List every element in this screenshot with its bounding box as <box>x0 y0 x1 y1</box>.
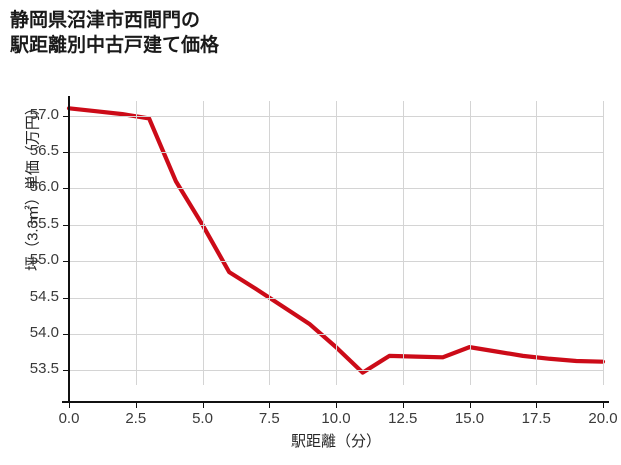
y-tick-mark <box>63 297 69 299</box>
x-tick-mark <box>269 403 271 408</box>
gridline-vertical <box>269 101 270 385</box>
gridline-vertical <box>603 101 604 385</box>
x-tick-mark <box>536 403 538 408</box>
x-axis-spine <box>62 401 609 403</box>
y-axis-spine <box>68 96 70 402</box>
y-tick-mark <box>63 224 69 226</box>
gridline-vertical <box>336 101 337 385</box>
y-tick-label: 55.5 <box>29 214 59 232</box>
y-tick-mark <box>63 370 69 372</box>
plot-area <box>66 101 606 385</box>
x-tick-label: 7.5 <box>258 410 280 427</box>
x-tick-mark <box>402 403 404 408</box>
y-tick-mark <box>63 261 69 263</box>
x-tick-mark <box>336 403 337 408</box>
gridline-vertical <box>403 101 404 385</box>
x-tick-label: 5.0 <box>192 410 213 427</box>
x-tick-label: 10.0 <box>321 410 351 427</box>
y-tick-label: 56.5 <box>29 141 59 159</box>
x-tick-mark <box>603 403 604 408</box>
x-tick-label: 15.0 <box>454 410 485 427</box>
x-tick-mark <box>202 403 204 408</box>
y-tick-mark <box>63 151 69 153</box>
y-tick-label: 57.0 <box>29 105 59 123</box>
x-tick-label: 20.0 <box>588 410 618 427</box>
y-tick-label: 54.0 <box>29 324 59 342</box>
page-title: 静岡県沼津市西間門の 駅距離別中古戸建て価格 <box>10 10 220 56</box>
x-tick-label: 17.5 <box>521 410 551 427</box>
gridline-vertical <box>203 101 204 385</box>
y-tick-mark <box>63 115 69 117</box>
y-tick-mark <box>63 188 69 190</box>
x-axis-label: 駅距離（分） <box>290 433 381 450</box>
x-tick-mark <box>469 403 471 408</box>
x-tick-mark <box>135 403 137 408</box>
y-tick-label: 53.5 <box>29 360 59 378</box>
x-tick-label: 0.0 <box>58 410 80 427</box>
y-tick-label: 56.0 <box>29 178 59 196</box>
y-tick-label: 54.5 <box>29 287 59 305</box>
y-tick-mark <box>63 334 69 336</box>
gridline-vertical <box>136 101 137 385</box>
x-tick-mark <box>69 403 70 408</box>
gridline-vertical <box>536 101 537 385</box>
y-tick-label: 55.0 <box>29 251 59 269</box>
x-tick-label: 2.5 <box>125 410 147 427</box>
gridline-vertical <box>470 101 471 385</box>
x-tick-label: 12.5 <box>388 410 418 427</box>
